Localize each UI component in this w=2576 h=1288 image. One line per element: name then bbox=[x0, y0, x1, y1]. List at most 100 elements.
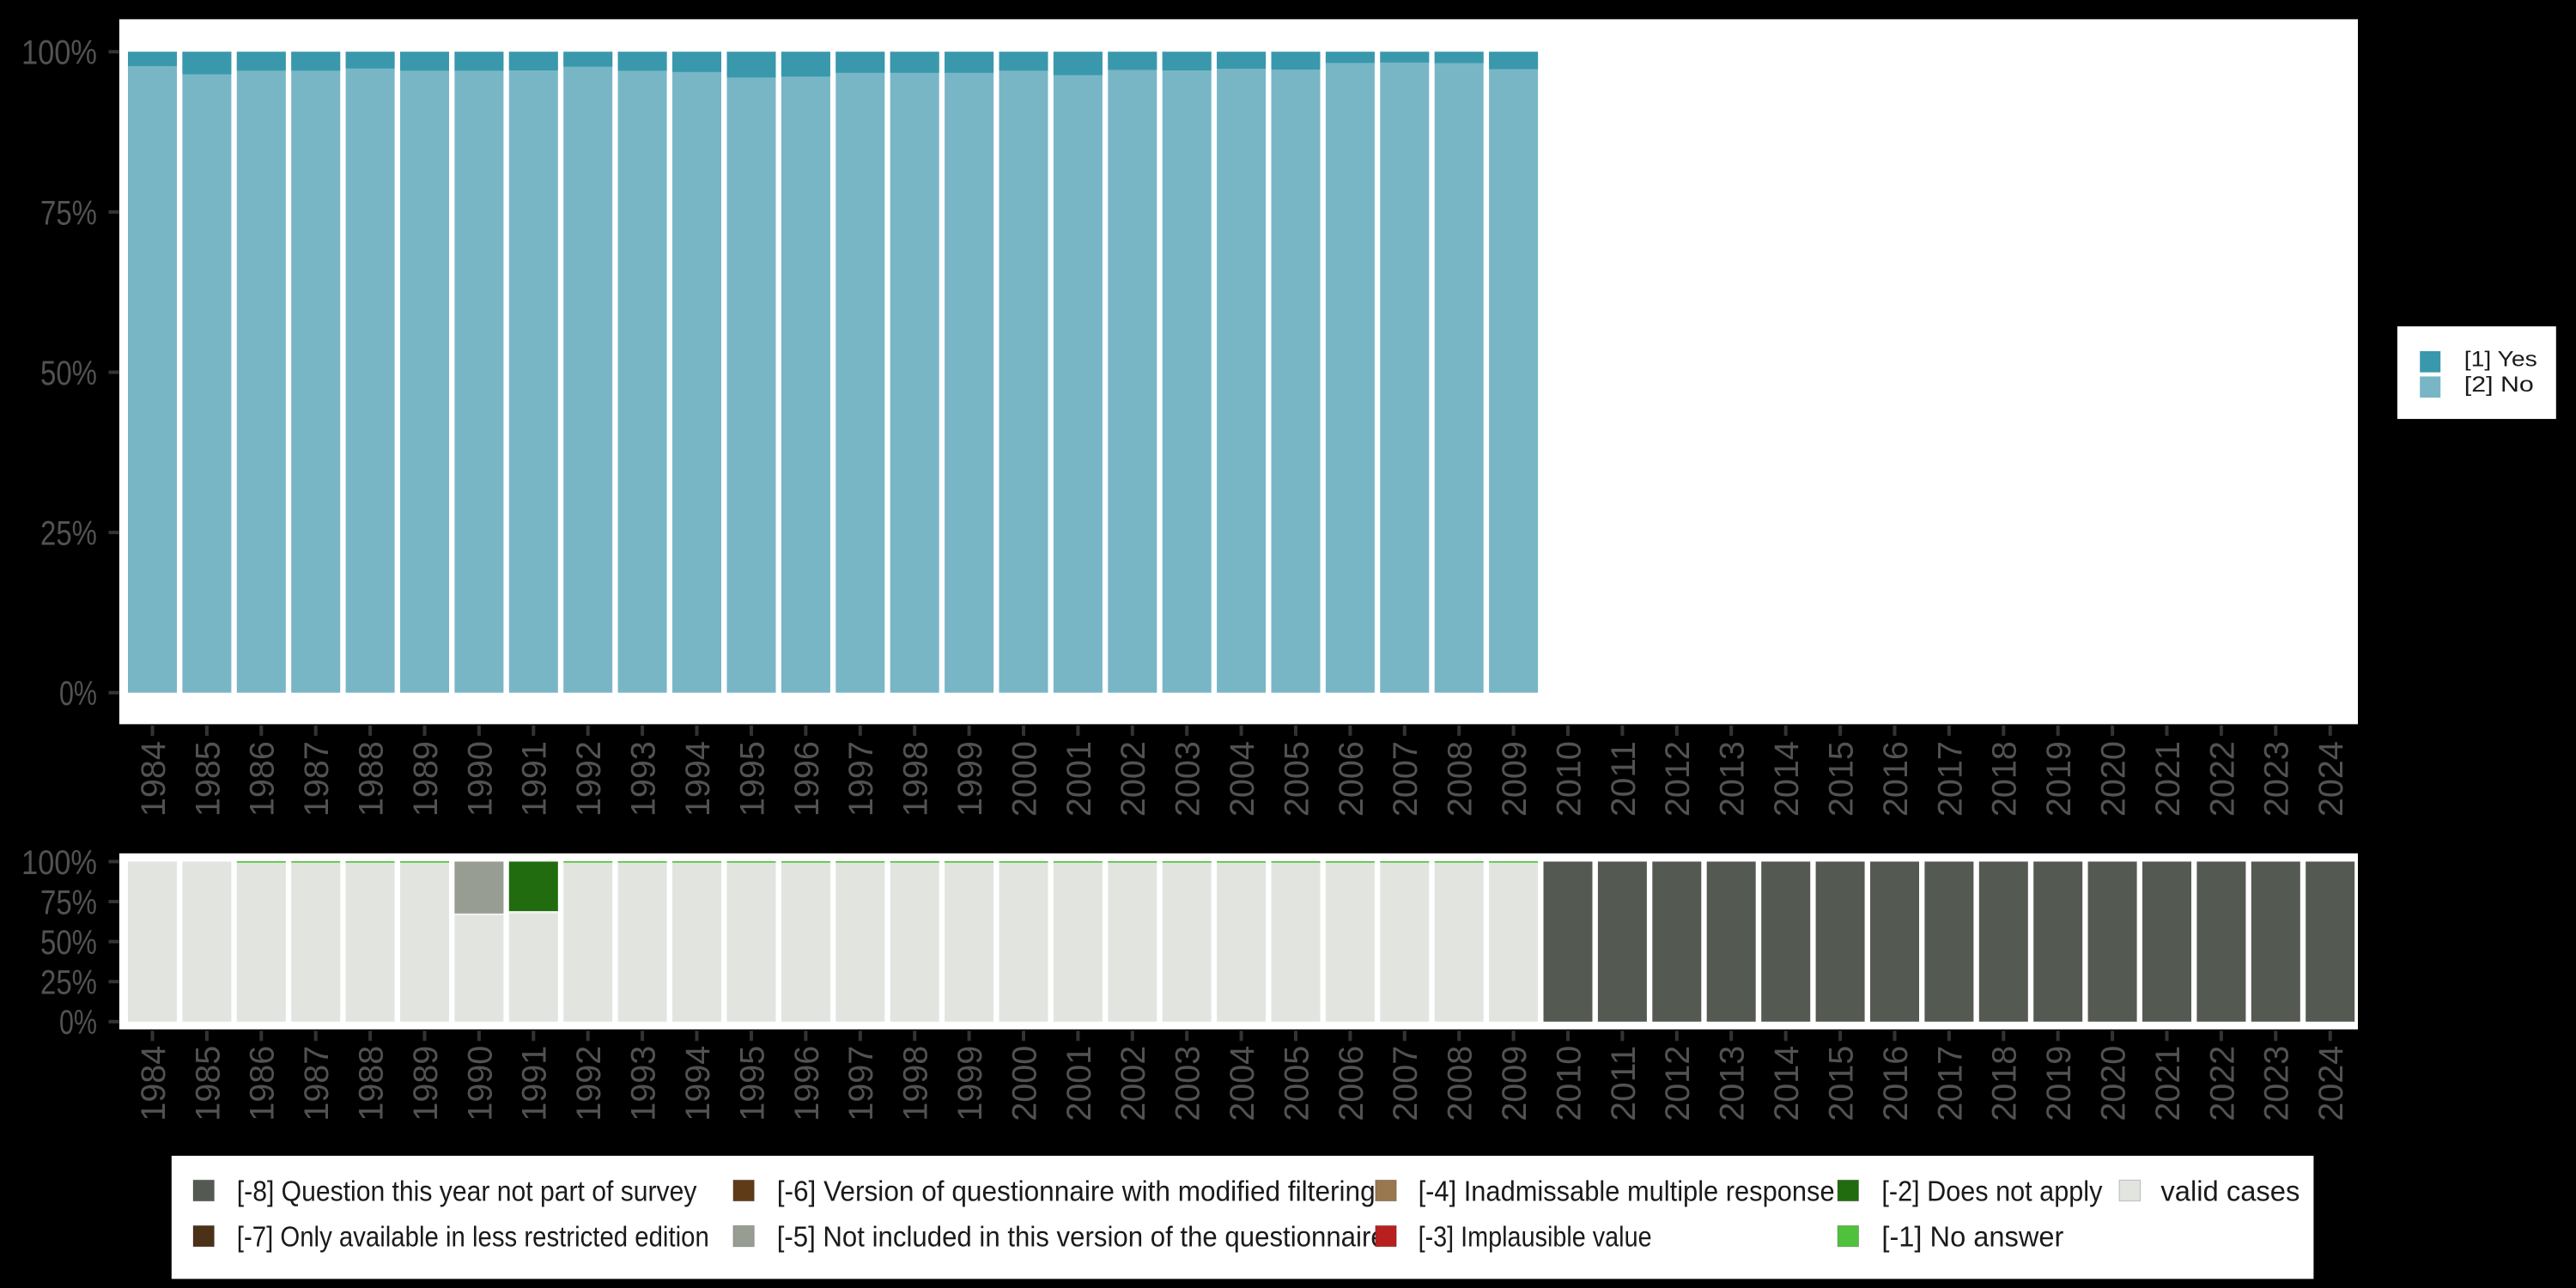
svg-text:[-6] Version of questionnaire: [-6] Version of questionnaire with modif… bbox=[777, 1175, 1376, 1206]
svg-text:1984: 1984 bbox=[135, 741, 173, 817]
svg-text:1987: 1987 bbox=[298, 741, 336, 817]
svg-text:1998: 1998 bbox=[897, 1046, 935, 1121]
svg-text:2021: 2021 bbox=[2149, 1046, 2187, 1121]
svg-text:50%: 50% bbox=[40, 355, 97, 392]
svg-text:1994: 1994 bbox=[679, 741, 717, 817]
svg-text:2000: 2000 bbox=[1005, 741, 1043, 817]
svg-text:2003: 2003 bbox=[1170, 1046, 1207, 1121]
svg-text:valid cases: valid cases bbox=[2160, 1175, 2300, 1206]
svg-text:2007: 2007 bbox=[1387, 741, 1425, 817]
svg-text:2024: 2024 bbox=[2312, 741, 2350, 817]
svg-text:1992: 1992 bbox=[570, 741, 608, 817]
svg-text:1995: 1995 bbox=[733, 1046, 771, 1121]
svg-text:2012: 2012 bbox=[1659, 741, 1697, 817]
svg-text:1990: 1990 bbox=[461, 1046, 499, 1121]
svg-text:2008: 2008 bbox=[1442, 741, 1479, 817]
svg-text:1992: 1992 bbox=[570, 1046, 608, 1121]
svg-text:25%: 25% bbox=[40, 515, 97, 553]
svg-text:1986: 1986 bbox=[244, 741, 282, 817]
svg-text:1991: 1991 bbox=[516, 741, 554, 817]
svg-text:2000: 2000 bbox=[1005, 1046, 1043, 1121]
svg-text:2017: 2017 bbox=[1931, 741, 1969, 817]
svg-text:1994: 1994 bbox=[679, 1046, 717, 1121]
svg-text:2022: 2022 bbox=[2203, 741, 2241, 817]
svg-text:1998: 1998 bbox=[897, 741, 935, 817]
svg-text:1989: 1989 bbox=[407, 741, 445, 817]
svg-text:[-2] Does not apply: [-2] Does not apply bbox=[1881, 1175, 2102, 1206]
svg-text:1988: 1988 bbox=[353, 741, 391, 817]
svg-text:2024: 2024 bbox=[2312, 1046, 2350, 1121]
svg-text:2023: 2023 bbox=[2258, 741, 2296, 817]
svg-text:2013: 2013 bbox=[1714, 1046, 1752, 1121]
svg-text:2021: 2021 bbox=[2149, 741, 2187, 817]
svg-text:1986: 1986 bbox=[244, 1046, 282, 1121]
svg-text:2004: 2004 bbox=[1224, 1046, 1261, 1121]
svg-text:1991: 1991 bbox=[516, 1046, 554, 1121]
svg-text:2008: 2008 bbox=[1442, 1046, 1479, 1121]
svg-text:1999: 1999 bbox=[951, 1046, 989, 1121]
svg-text:[-8] Question this year not pa: [-8] Question this year not part of surv… bbox=[237, 1175, 697, 1206]
svg-text:2020: 2020 bbox=[2095, 1046, 2133, 1121]
svg-text:[-4] Inadmissable multiple res: [-4] Inadmissable multiple response bbox=[1419, 1175, 1835, 1206]
svg-text:2019: 2019 bbox=[2040, 741, 2078, 817]
svg-text:1997: 1997 bbox=[842, 1046, 880, 1121]
svg-text:2004: 2004 bbox=[1224, 741, 1261, 817]
svg-text:2016: 2016 bbox=[1877, 741, 1915, 817]
svg-text:2017: 2017 bbox=[1931, 1046, 1969, 1121]
svg-text:1996: 1996 bbox=[788, 741, 826, 817]
svg-text:0%: 0% bbox=[59, 1004, 97, 1042]
svg-text:75%: 75% bbox=[40, 884, 97, 921]
svg-text:[2] No: [2] No bbox=[2464, 373, 2534, 397]
svg-text:75%: 75% bbox=[40, 194, 97, 232]
svg-text:[1] Yes: [1] Yes bbox=[2464, 348, 2537, 372]
svg-text:1999: 1999 bbox=[951, 741, 989, 817]
svg-text:2009: 2009 bbox=[1496, 741, 1534, 817]
svg-text:2009: 2009 bbox=[1496, 1046, 1534, 1121]
svg-text:1996: 1996 bbox=[788, 1046, 826, 1121]
svg-text:2007: 2007 bbox=[1387, 1046, 1425, 1121]
svg-text:1993: 1993 bbox=[625, 741, 663, 817]
svg-text:2002: 2002 bbox=[1115, 741, 1152, 817]
svg-text:[-7] Only available in less re: [-7] Only available in less restricted e… bbox=[237, 1220, 709, 1252]
svg-text:50%: 50% bbox=[40, 924, 97, 962]
svg-text:2015: 2015 bbox=[1823, 741, 1861, 817]
svg-text:2006: 2006 bbox=[1333, 1046, 1370, 1121]
svg-text:1995: 1995 bbox=[733, 741, 771, 817]
svg-text:0%: 0% bbox=[59, 675, 97, 713]
svg-text:1997: 1997 bbox=[842, 741, 880, 817]
svg-text:1987: 1987 bbox=[298, 1046, 336, 1121]
svg-text:2011: 2011 bbox=[1605, 741, 1643, 817]
svg-text:2020: 2020 bbox=[2095, 741, 2133, 817]
svg-text:100%: 100% bbox=[21, 844, 97, 882]
svg-text:100%: 100% bbox=[21, 34, 97, 72]
svg-text:2013: 2013 bbox=[1714, 741, 1752, 817]
svg-text:2018: 2018 bbox=[1986, 741, 2024, 817]
svg-text:2002: 2002 bbox=[1115, 1046, 1152, 1121]
svg-text:[-3] Implausible value: [-3] Implausible value bbox=[1419, 1220, 1652, 1252]
svg-text:25%: 25% bbox=[40, 964, 97, 1002]
svg-text:2005: 2005 bbox=[1278, 1046, 1315, 1121]
svg-text:[-5] Not included in this vers: [-5] Not included in this version of the… bbox=[777, 1220, 1386, 1252]
svg-text:[-1] No answer: [-1] No answer bbox=[1881, 1220, 2063, 1252]
svg-text:2014: 2014 bbox=[1768, 1046, 1806, 1121]
svg-text:2022: 2022 bbox=[2203, 1046, 2241, 1121]
svg-text:1988: 1988 bbox=[353, 1046, 391, 1121]
svg-text:2010: 2010 bbox=[1550, 741, 1588, 817]
svg-text:2010: 2010 bbox=[1550, 1046, 1588, 1121]
svg-text:2014: 2014 bbox=[1768, 741, 1806, 817]
svg-text:2006: 2006 bbox=[1333, 741, 1370, 817]
svg-text:1985: 1985 bbox=[189, 741, 227, 817]
svg-text:1989: 1989 bbox=[407, 1046, 445, 1121]
svg-text:2023: 2023 bbox=[2258, 1046, 2296, 1121]
svg-text:1985: 1985 bbox=[189, 1046, 227, 1121]
svg-text:1990: 1990 bbox=[461, 741, 499, 817]
svg-text:2001: 2001 bbox=[1060, 741, 1098, 817]
svg-text:2012: 2012 bbox=[1659, 1046, 1697, 1121]
svg-text:2003: 2003 bbox=[1170, 741, 1207, 817]
svg-text:2016: 2016 bbox=[1877, 1046, 1915, 1121]
svg-text:2011: 2011 bbox=[1605, 1046, 1643, 1121]
svg-text:2015: 2015 bbox=[1823, 1046, 1861, 1121]
svg-text:2019: 2019 bbox=[2040, 1046, 2078, 1121]
svg-text:2001: 2001 bbox=[1060, 1046, 1098, 1121]
svg-text:1984: 1984 bbox=[135, 1046, 173, 1121]
